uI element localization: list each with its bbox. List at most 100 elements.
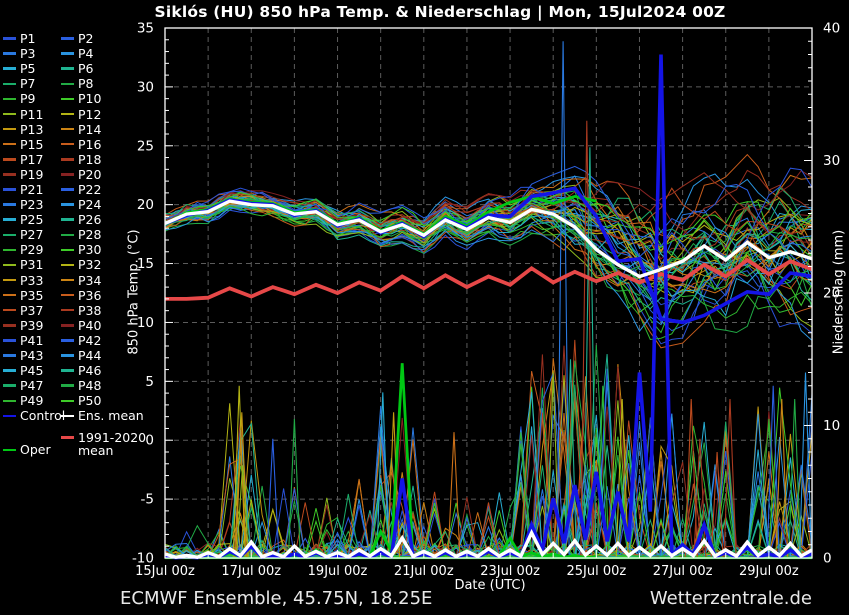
legend-color-swatch — [61, 384, 74, 387]
legend-item-p23: P23 — [3, 197, 61, 212]
legend-color-swatch — [3, 188, 16, 191]
legend-color-swatch — [61, 339, 74, 342]
svg-text:29Jul 00z: 29Jul 00z — [739, 564, 799, 579]
legend-color-swatch — [61, 203, 74, 206]
legend-color-swatch — [3, 354, 16, 357]
legend-member-row: P47 P48 — [3, 378, 153, 393]
legend-item-p14: P14 — [61, 122, 151, 137]
legend-member-row: P41 P42 — [3, 333, 153, 348]
legend-item-p43: P43 — [3, 348, 61, 363]
svg-text:10: 10 — [823, 418, 840, 434]
ens-mean-lines — [165, 199, 812, 560]
legend-item-p17-label: P17 — [20, 151, 44, 167]
legend-item-p21-label: P21 — [20, 181, 44, 197]
legend-item-p19: P19 — [3, 167, 61, 182]
legend-climate-oper-row: Oper 1991-2020 mean — [3, 431, 153, 457]
legend-color-swatch — [61, 112, 74, 116]
legend-item-p35-label: P35 — [20, 287, 44, 303]
legend-item-p15: P15 — [3, 137, 61, 152]
ensemble-legend: P1 P2 P3 P4 P5 P6 P7 P8 P9 P10 P11 P12 P13 P14 P15 P16 P… — [3, 31, 153, 457]
legend-color-swatch — [3, 37, 16, 40]
legend-item-p24-label: P24 — [78, 197, 102, 213]
legend-item-p45: P45 — [3, 363, 61, 378]
svg-text:23Jul 00z: 23Jul 00z — [480, 564, 540, 579]
legend-item-p35: P35 — [3, 288, 61, 303]
legend-color-swatch — [3, 67, 16, 70]
footer-model-info: ECMWF Ensemble, 45.75N, 18.25E — [120, 588, 433, 609]
legend-item-p36: P36 — [61, 288, 151, 303]
legend-member-row: P31 P32 — [3, 257, 153, 272]
svg-text:15Jul 00z: 15Jul 00z — [135, 564, 195, 579]
legend-item-p1-label: P1 — [20, 31, 36, 47]
legend-color-swatch — [3, 112, 16, 116]
legend-item-p37: P37 — [3, 303, 61, 318]
legend-item-p32-label: P32 — [78, 257, 102, 273]
legend-item-p42-label: P42 — [78, 332, 102, 348]
legend-item-p34-label: P34 — [78, 272, 102, 288]
legend-color-swatch — [3, 218, 16, 221]
legend-item-p48-label: P48 — [78, 378, 102, 394]
legend-color-swatch — [3, 414, 16, 418]
legend-color-swatch — [61, 82, 74, 86]
legend-member-row: P5 P6 — [3, 61, 153, 76]
legend-item-ens-mean: Ens. mean — [61, 408, 151, 423]
legend-color-swatch — [3, 263, 16, 267]
legend-item-p22: P22 — [61, 182, 151, 197]
legend-item-p7: P7 — [3, 76, 61, 91]
svg-text:15: 15 — [137, 256, 154, 272]
legend-item-p40-label: P40 — [78, 317, 102, 333]
legend-member-row: P11 P12 — [3, 106, 153, 122]
legend-color-swatch — [3, 248, 16, 252]
legend-item-p50-label: P50 — [78, 393, 102, 409]
svg-text:20: 20 — [823, 286, 840, 302]
legend-item-p31-label: P31 — [20, 257, 44, 273]
legend-color-swatch — [61, 127, 74, 131]
legend-color-swatch — [61, 248, 74, 252]
svg-text:30: 30 — [823, 153, 840, 169]
legend-item-p24: P24 — [61, 197, 151, 212]
legend-item-p37-label: P37 — [20, 302, 44, 318]
legend-item-climate-mean: 1991-2020 mean — [61, 431, 151, 457]
legend-item-p12: P12 — [61, 107, 151, 122]
legend-color-swatch — [61, 233, 74, 237]
legend-member-row: P17 P18 — [3, 152, 153, 167]
legend-color-swatch — [61, 158, 74, 161]
legend-color-swatch — [3, 369, 16, 372]
legend-color-swatch — [3, 399, 16, 403]
legend-member-row: P19 P20 — [3, 167, 153, 182]
legend-item-p43-label: P43 — [20, 348, 44, 364]
legend-item-p13: P13 — [3, 122, 61, 137]
legend-item-p27: P27 — [3, 227, 61, 242]
legend-item-p1: P1 — [3, 31, 61, 46]
legend-member-row: P49 P50 — [3, 393, 153, 408]
legend-item-p29-label: P29 — [20, 242, 44, 258]
legend-member-row: P37 P38 — [3, 303, 153, 318]
legend-color-swatch — [61, 37, 74, 40]
legend-item-p27-label: P27 — [20, 227, 44, 243]
legend-item-p7-label: P7 — [20, 76, 36, 92]
svg-text:40: 40 — [823, 21, 840, 37]
svg-text:27Jul 00z: 27Jul 00z — [653, 564, 713, 579]
legend-item-p2: P2 — [61, 31, 151, 46]
legend-color-swatch — [61, 142, 74, 146]
climate-mean-temp-line — [165, 257, 812, 301]
legend-item-p28: P28 — [61, 227, 151, 242]
legend-color-swatch — [3, 233, 16, 237]
svg-text:19Jul 00z: 19Jul 00z — [308, 564, 368, 579]
legend-member-row: P23 P24 — [3, 197, 153, 212]
legend-color-swatch — [3, 82, 16, 86]
legend-item-p21: P21 — [3, 182, 61, 197]
legend-item-p11: P11 — [3, 107, 61, 122]
ensemble-member-precip-lines — [165, 339, 812, 560]
legend-item-p48: P48 — [61, 378, 151, 393]
legend-member-row: P27 P28 — [3, 227, 153, 242]
legend-item-p12-label: P12 — [78, 106, 102, 122]
legend-item-p29: P29 — [3, 242, 61, 257]
legend-item-p47: P47 — [3, 378, 61, 393]
legend-item-p4-label: P4 — [78, 46, 94, 62]
legend-item-p50: P50 — [61, 393, 151, 408]
legend-item-p38-label: P38 — [78, 302, 102, 318]
legend-item-p8: P8 — [61, 76, 151, 91]
legend-item-p41-label: P41 — [20, 332, 44, 348]
